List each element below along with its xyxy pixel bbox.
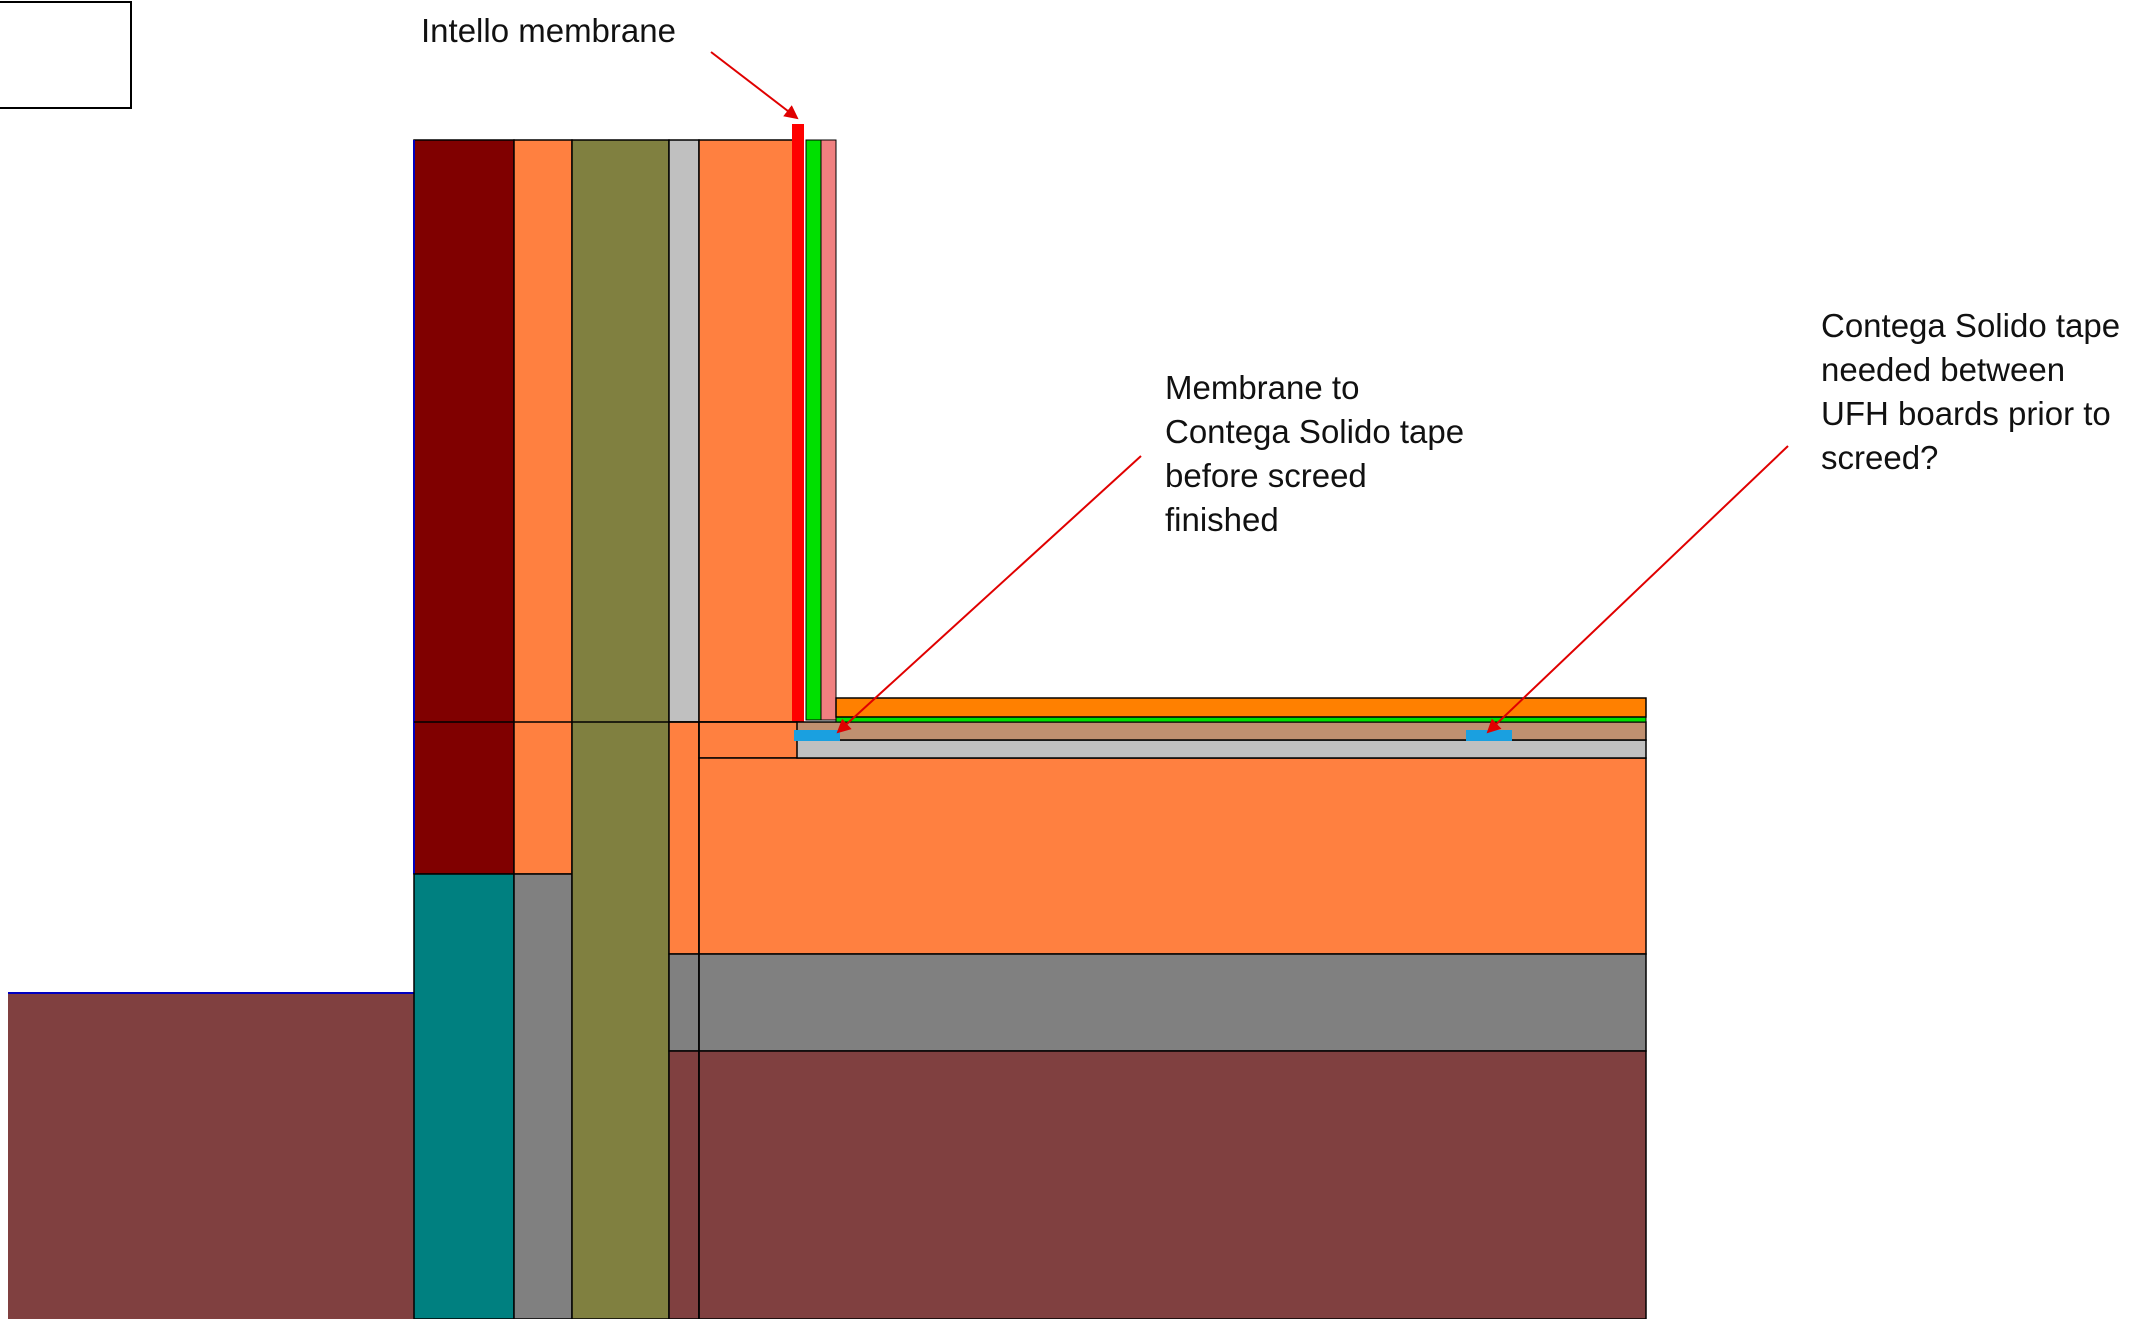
outer-brick-leaf — [413, 139, 515, 875]
annotation-line: needed between — [1821, 351, 2066, 388]
intello-leader-arrow — [710, 51, 799, 120]
annotation-intello-membrane: Intello membrane — [421, 9, 676, 53]
concrete-slab — [698, 953, 1647, 1052]
sub-base-edge — [668, 1050, 700, 1319]
annotation-line: screed? — [1821, 439, 1939, 476]
annotation-ufh-tape: Contega Solido tape needed between UFH b… — [1821, 304, 2120, 480]
inner-wall-insulation — [698, 139, 800, 723]
concrete-cavity-fill — [513, 873, 573, 1319]
annotation-line: finished — [1165, 501, 1279, 538]
floor-insulation — [698, 757, 1647, 955]
sub-base — [698, 1050, 1647, 1319]
green-layer — [805, 139, 822, 721]
annotation-line: UFH boards prior to — [1821, 395, 2111, 432]
floor-finish — [835, 697, 1647, 718]
membrane-tape-leader-arrow — [836, 455, 1142, 734]
plasterboard-layer — [668, 139, 700, 723]
external-ground — [8, 993, 414, 1319]
screed-layer — [796, 721, 1647, 741]
annotation-line: Contega Solido tape — [1821, 307, 2121, 344]
inner-lining — [820, 139, 837, 721]
blank-box — [0, 1, 132, 109]
concrete-slab-edge — [668, 953, 700, 1052]
annotation-line: before screed — [1165, 457, 1367, 494]
annotation-line: Membrane to — [1165, 369, 1360, 406]
floor-edge-insulation-inner — [698, 721, 800, 759]
annotation-line: Contega Solido tape — [1165, 413, 1465, 450]
cavity-insulation — [513, 139, 573, 875]
ufh-board — [796, 739, 1647, 759]
ufh-tape-leader-arrow — [1486, 445, 1789, 734]
tape-membrane-junction — [794, 730, 840, 741]
blockwork-below-ground — [413, 873, 515, 1319]
intello-membrane — [792, 124, 804, 730]
floor-edge-insulation — [668, 721, 700, 955]
tape-ufh-joint — [1466, 730, 1512, 741]
annotation-line: Intello membrane — [421, 12, 676, 49]
cavity-board — [571, 139, 670, 1319]
annotation-membrane-tape: Membrane to Contega Solido tape before s… — [1165, 366, 1464, 542]
